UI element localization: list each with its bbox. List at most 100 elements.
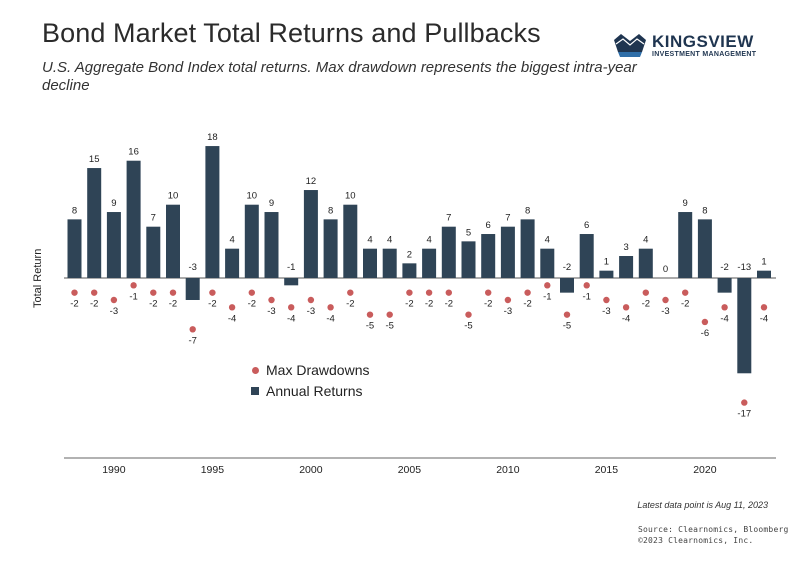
return-data-label: 4 (367, 235, 372, 246)
legend-drawdowns-marker (252, 367, 259, 374)
return-data-label: 2 (407, 249, 412, 260)
x-tick-label: 2000 (299, 464, 323, 476)
return-bar (599, 270, 614, 278)
drawdown-data-label: -2 (90, 299, 98, 310)
drawdown-point (209, 289, 216, 296)
return-data-label: 10 (247, 191, 258, 202)
return-data-label: 18 (207, 132, 218, 143)
drawdown-point (642, 289, 649, 296)
logo-name: KINGSVIEW (652, 32, 754, 51)
drawdown-data-label: -4 (326, 313, 334, 324)
return-data-label: 5 (466, 227, 471, 238)
drawdown-data-label: -3 (267, 306, 275, 317)
return-data-label: -2 (563, 262, 571, 273)
legend-drawdowns-label: Max Drawdowns (266, 362, 370, 378)
return-bar (126, 160, 141, 278)
return-bar (500, 226, 515, 278)
return-bar (638, 248, 653, 278)
drawdown-data-label: -7 (188, 335, 196, 346)
drawdown-point (603, 296, 610, 304)
crown-icon (614, 34, 646, 57)
return-data-label: 10 (345, 191, 356, 202)
drawdown-point (465, 311, 472, 318)
logo-tagline: INVESTMENT MANAGEMENT (652, 51, 757, 58)
return-data-label: -2 (720, 262, 728, 273)
return-data-label: 7 (151, 213, 156, 224)
return-data-label: 10 (168, 191, 179, 202)
drawdown-data-label: -6 (701, 328, 709, 339)
return-bar (166, 204, 180, 278)
return-bar (303, 190, 318, 278)
drawdown-data-label: -2 (523, 299, 531, 310)
return-data-label: 8 (72, 205, 77, 216)
return-bar (560, 278, 574, 293)
drawdown-data-label: -3 (110, 306, 118, 317)
drawdown-data-label: -4 (720, 313, 728, 324)
drawdown-point (425, 289, 433, 296)
return-bar (284, 278, 299, 286)
return-bar (737, 278, 752, 374)
return-bar (205, 146, 220, 278)
drawdown-data-label: -4 (287, 313, 295, 324)
return-data-label: 4 (229, 235, 234, 246)
return-data-label: -13 (737, 262, 751, 273)
drawdown-data-label: -5 (464, 321, 472, 332)
return-data-label: 9 (111, 198, 116, 209)
drawdown-point (622, 304, 630, 311)
return-data-label: 8 (525, 205, 530, 216)
return-data-label: 9 (269, 198, 274, 209)
drawdown-data-label: -1 (129, 291, 137, 302)
drawdown-data-label: -17 (737, 409, 751, 420)
return-data-label: -1 (287, 262, 295, 273)
source-credit: Source: Clearnomics, Bloomberg ©2023 Cle… (638, 524, 789, 546)
drawdown-point (71, 289, 78, 296)
drawdown-point (563, 311, 571, 318)
return-bar (461, 241, 476, 278)
drawdown-point (445, 289, 452, 296)
return-data-label: 8 (328, 205, 333, 216)
chart-subtitle: U.S. Aggregate Bond Index total returns.… (42, 59, 637, 94)
drawdown-data-label: -2 (484, 299, 492, 310)
return-data-label: 6 (486, 220, 491, 231)
drawdown-data-label: -2 (425, 299, 433, 310)
drawdown-data-label: -2 (346, 299, 354, 310)
return-bar (106, 212, 121, 278)
drawdown-data-label: -1 (543, 291, 551, 302)
latest-data-note: Latest data point is Aug 11, 2023 (637, 500, 768, 510)
drawdown-data-label: -5 (385, 321, 393, 332)
return-data-label: 6 (584, 220, 589, 231)
legend-returns-marker (251, 387, 259, 395)
return-data-label: -3 (188, 262, 196, 273)
return-bar (540, 248, 555, 278)
drawdown-data-label: -4 (622, 313, 630, 324)
return-bar (422, 248, 437, 278)
return-bar (717, 278, 732, 293)
return-data-label: 4 (545, 235, 550, 246)
drawdown-point (386, 311, 393, 318)
return-data-label: 12 (306, 176, 317, 187)
drawdown-point (130, 282, 137, 289)
drawdown-data-label: -2 (248, 299, 256, 310)
drawdown-point (91, 289, 98, 296)
return-bar (520, 219, 535, 278)
drawdown-data-label: -3 (602, 306, 610, 317)
return-data-label: 7 (446, 213, 451, 224)
return-bar (697, 219, 712, 278)
drawdown-data-label: -2 (208, 299, 216, 310)
drawdown-point (366, 311, 374, 318)
return-data-label: 7 (505, 213, 510, 224)
return-bar (323, 219, 338, 278)
source-line: Source: Clearnomics, Bloomberg (638, 525, 789, 534)
drawdown-point (169, 289, 177, 296)
chart-title: Bond Market Total Returns and Pullbacks (42, 18, 541, 48)
return-bar (87, 168, 102, 278)
x-tick-label: 2015 (595, 464, 619, 476)
legend-returns-label: Annual Returns (266, 383, 363, 399)
copyright-line: ©2023 Clearnomics, Inc. (638, 536, 754, 545)
return-bar (67, 219, 82, 278)
drawdown-data-label: -5 (366, 321, 374, 332)
return-bar (343, 204, 358, 278)
return-bar (579, 234, 594, 278)
drawdown-data-label: -2 (405, 299, 413, 310)
